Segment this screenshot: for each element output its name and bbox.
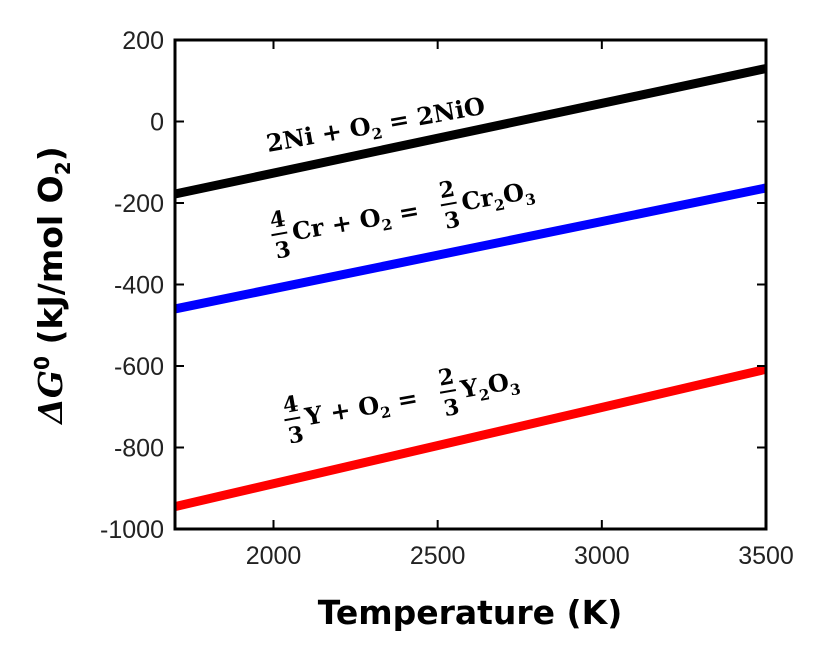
y-axis-title-delta-g: ΔG: [31, 370, 70, 426]
y-equals: =: [387, 383, 420, 417]
cr-rhs-b-sub: 3: [524, 190, 537, 210]
y-axis-title: ΔG0 (kJ/mol O2): [30, 146, 75, 426]
y-lhs-num: 4: [281, 391, 301, 419]
y-rhs-a-sub: 2: [478, 385, 491, 405]
cr-lhs-num: 4: [268, 206, 288, 234]
y-tick-label: 200: [122, 27, 164, 55]
cr-equation-label: 4 3 Cr + O2 = 2 3 Cr2O3: [268, 175, 537, 265]
ni-plus-o: + O: [311, 111, 373, 150]
x-tick-label: 2500: [410, 542, 466, 570]
series-line-1: [174, 183, 767, 314]
y-axis-title-close: ): [31, 146, 70, 161]
y-rhs-b-sub: 3: [509, 380, 522, 400]
y-tick-label: -200: [114, 190, 164, 218]
y-lhs-fraction-bar: [284, 416, 301, 422]
y-tick-label: -1000: [100, 516, 164, 544]
y-rhs-fraction-bar: [439, 389, 457, 394]
y-tick-label: 0: [150, 109, 164, 137]
y-rhs-b: O: [486, 367, 512, 399]
cr-lhs-species: Cr: [290, 212, 327, 246]
y-axis-title-sub: 2: [51, 161, 75, 175]
x-tick-label: 3000: [574, 542, 630, 570]
cr-rhs-num: 2: [437, 176, 457, 204]
svg-text:Y + O2 =: Y + O2 =: [302, 383, 421, 435]
cr-rhs-a-sub: 2: [493, 195, 506, 215]
series-line-2: [173, 364, 768, 511]
cr-rhs-fraction-bar: [440, 201, 457, 207]
y-axis-title-units: (kJ/mol O: [31, 175, 70, 356]
y-axis-title-sup: 0: [30, 356, 54, 370]
svg-text:Cr2O3: Cr2O3: [459, 175, 537, 220]
svg-text:Cr + O2 =: Cr + O2 =: [290, 195, 422, 250]
y-lhs-den: 3: [286, 421, 306, 449]
y-plus-o: + O: [320, 390, 382, 429]
y-tick-label: -400: [114, 272, 164, 300]
cr-rhs-den: 3: [443, 206, 463, 234]
ni-lhs: 2Ni: [264, 121, 316, 158]
y-tick-label: -600: [114, 353, 164, 381]
svg-text:Y2O3: Y2O3: [457, 365, 522, 408]
y-lhs-species: Y: [302, 400, 326, 432]
plot-area: [173, 64, 768, 511]
cr-rhs-b: O: [501, 177, 527, 209]
cr-equals: =: [388, 195, 421, 229]
cr-lhs-den: 3: [273, 236, 293, 264]
plot-frame: [173, 38, 768, 531]
ni-equals: =: [378, 103, 419, 138]
y-rhs-a: Y: [457, 372, 481, 404]
x-tick-label: 2000: [246, 542, 302, 570]
cr-plus-o: + O: [321, 202, 383, 241]
series-line-0: [174, 64, 767, 199]
y-o-sub: 2: [379, 403, 392, 423]
cr-o-sub: 2: [380, 215, 393, 235]
ni-o-sub: 2: [371, 124, 384, 144]
y-axis-ticks: 200 0 -200 -400 -600 -800 -1000: [100, 27, 766, 544]
y-rhs-num: 2: [436, 363, 456, 391]
x-tick-label: 3500: [738, 542, 794, 570]
cr-lhs-fraction-bar: [271, 231, 288, 237]
cr-rhs-a: Cr: [459, 182, 496, 216]
y-tick-label: -800: [114, 435, 164, 463]
x-axis-title: Temperature (K): [318, 593, 623, 632]
ni-rhs: 2NiO: [414, 91, 487, 131]
y-rhs-den: 3: [442, 394, 462, 422]
x-axis-ticks: 2000 2500 3000 3500: [246, 40, 794, 570]
